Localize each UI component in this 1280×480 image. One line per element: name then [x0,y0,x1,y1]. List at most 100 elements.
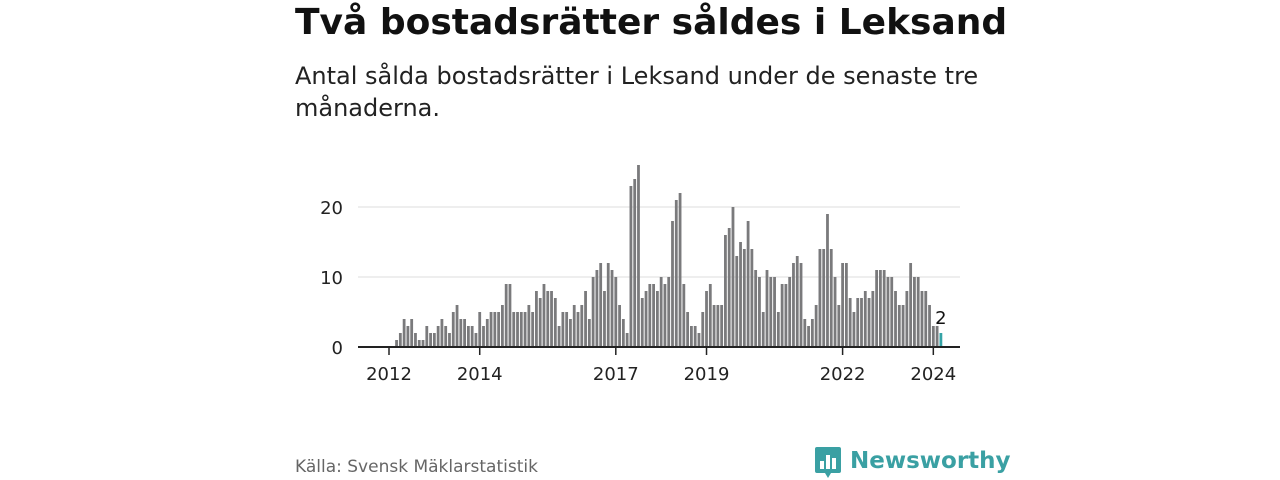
bar [765,270,769,347]
bar [894,291,897,347]
bar [871,291,875,347]
bar [432,333,436,347]
bar [459,319,463,347]
bar [440,319,444,347]
bar [913,277,916,347]
bar [822,249,826,347]
bar [792,263,795,347]
brand-name: Newsworthy [850,448,1011,474]
x-axis-ticks: 2012 2014 2017 2019 2022 2024 [366,347,956,385]
bar [916,277,920,347]
highlight-value-label: 2 [935,308,946,329]
bar [663,284,667,347]
bar [587,319,591,347]
bar [875,270,879,347]
bar [935,326,939,347]
bar [406,326,410,347]
bar [818,249,822,347]
bar [402,319,406,347]
bar [686,312,690,347]
bar [867,298,871,347]
x-tick-label: 2017 [593,364,639,385]
bar [769,277,773,347]
bar [814,305,818,347]
bar [667,277,671,347]
bar [829,249,833,347]
bar [504,284,508,347]
bar [724,235,727,347]
bar [803,319,807,347]
bar [485,319,489,347]
bar [640,298,644,347]
bar [470,326,474,347]
bar [693,326,697,347]
bar [516,312,519,347]
x-tick-label: 2022 [820,364,866,385]
bar [417,340,421,347]
bar [742,249,746,347]
bar [674,200,678,347]
bar [584,291,587,347]
bar [546,291,550,347]
bar [614,277,618,347]
bar [618,305,621,347]
bar [535,291,538,347]
bar [720,305,724,347]
bar [436,326,440,347]
bar [493,312,497,347]
bar [625,333,629,347]
bar [799,263,803,347]
bar [758,277,761,347]
bar [931,326,935,347]
bar [572,305,576,347]
bar [621,319,625,347]
bar [463,319,466,347]
bar [648,284,652,347]
bar [474,333,478,347]
bar [448,333,451,347]
bar [538,298,542,347]
bar [512,312,516,347]
bar [750,249,754,347]
bar [569,319,572,347]
bar [482,326,485,347]
y-axis-ticks: 0 10 20 [320,198,343,359]
bar [826,214,829,347]
bar [557,326,561,347]
brand-logo: Newsworthy [814,446,1011,480]
bar [784,284,788,347]
bar [527,305,531,347]
bar [425,326,429,347]
bar [478,312,482,347]
bar [856,298,860,347]
bar [561,312,565,347]
bar [497,312,501,347]
bar [697,333,701,347]
bar [637,165,640,347]
newsworthy-logo-icon [815,447,841,478]
bar [788,277,792,347]
bar [920,291,924,347]
bar [610,270,614,347]
bar [595,270,599,347]
bar [705,291,708,347]
bar [739,242,742,347]
y-tick-label: 10 [320,268,343,289]
bar [659,277,663,347]
bar [599,263,603,347]
bar [776,312,780,347]
bar [519,312,523,347]
bar [901,305,905,347]
x-tick-label: 2014 [457,364,503,385]
bar [580,305,584,347]
bar [565,312,569,347]
bar [795,256,799,347]
bar [455,305,459,347]
chart-subtitle: Antal sålda bostadsrätter i Leksand unde… [295,62,979,122]
bar-chart: 2012 2014 2017 2019 2022 2024 0 10 20 2 [320,165,960,385]
bar [761,312,765,347]
bar [444,326,448,347]
bar [905,291,909,347]
bar [746,221,750,347]
bar [833,277,837,347]
